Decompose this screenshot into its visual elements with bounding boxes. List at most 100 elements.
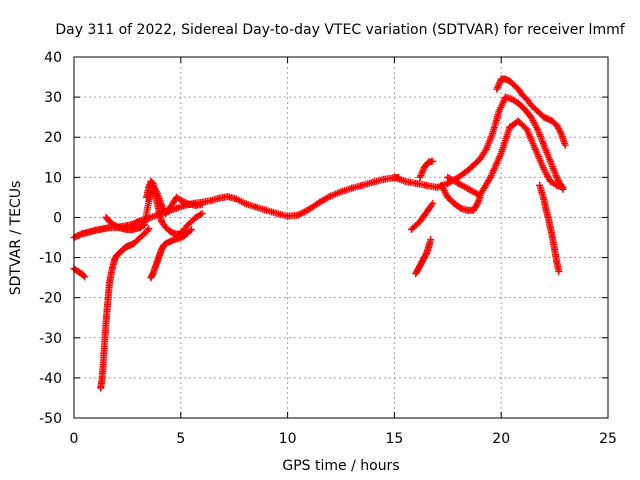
data-point <box>207 197 215 205</box>
x-tick-label: 5 <box>176 431 185 447</box>
data-point <box>553 181 561 189</box>
y-tick-label: 40 <box>44 50 62 66</box>
data-point <box>147 274 155 282</box>
data-point <box>179 233 187 241</box>
data-point <box>179 197 187 205</box>
data-point <box>429 199 437 207</box>
data-point <box>96 225 104 233</box>
series-peak-upper <box>493 75 569 149</box>
data-point <box>416 217 424 225</box>
data-point <box>444 179 452 187</box>
data-point <box>425 244 433 252</box>
data-point <box>145 225 153 233</box>
data-point <box>390 173 398 181</box>
data-point <box>134 236 142 244</box>
data-point <box>348 184 356 192</box>
data-point <box>106 218 114 226</box>
data-point <box>427 236 435 244</box>
series-recovery <box>147 225 195 282</box>
data-point <box>232 195 240 203</box>
data-point <box>412 179 420 187</box>
data-point <box>508 95 516 103</box>
data-point <box>474 199 482 207</box>
data-point <box>497 149 505 157</box>
data-point <box>192 213 200 221</box>
data-point <box>100 225 108 233</box>
data-point <box>544 115 552 123</box>
data-point <box>546 177 554 185</box>
data-point <box>540 141 548 149</box>
data-point <box>273 209 281 217</box>
data-point <box>495 107 503 115</box>
plot-frame <box>73 56 609 419</box>
data-point <box>183 221 191 229</box>
data-point <box>136 223 144 231</box>
y-tick-label: -10 <box>39 251 62 267</box>
data-point <box>527 113 535 121</box>
series-dusk-ramp <box>407 199 437 233</box>
data-point <box>523 95 531 103</box>
data-point <box>506 77 514 85</box>
y-tick-label: 20 <box>44 130 62 146</box>
data-point <box>74 268 82 276</box>
data-point <box>187 217 195 225</box>
data-point <box>553 258 561 266</box>
series-evening-hump <box>437 181 484 214</box>
data-point <box>173 204 181 212</box>
data-point <box>407 225 415 233</box>
data-point <box>422 181 430 189</box>
data-point <box>457 204 465 212</box>
data-point <box>294 211 302 219</box>
y-tick-label: -40 <box>39 371 62 387</box>
data-point <box>425 205 433 213</box>
data-point <box>128 225 136 233</box>
data-point <box>170 236 178 244</box>
data-point <box>416 173 424 181</box>
data-point <box>414 266 422 274</box>
data-point <box>130 240 138 248</box>
data-point <box>420 211 428 219</box>
x-tick-label: 20 <box>492 431 510 447</box>
data-point <box>162 240 170 248</box>
data-point <box>425 158 433 166</box>
data-point <box>149 270 157 278</box>
data-point <box>536 181 544 189</box>
data-point <box>559 183 567 191</box>
data-point <box>134 217 142 225</box>
y-tick-label: -20 <box>39 291 62 307</box>
data-point <box>185 200 193 208</box>
data-point <box>83 229 91 237</box>
data-point <box>162 223 170 231</box>
data-point <box>111 221 119 229</box>
data-point <box>130 220 138 228</box>
data-point <box>401 177 409 185</box>
data-point <box>487 173 495 181</box>
data-point <box>102 213 110 221</box>
data-point <box>544 213 552 221</box>
data-point <box>469 206 477 214</box>
data-point <box>540 165 548 173</box>
data-point <box>81 273 89 281</box>
data-point <box>501 93 509 101</box>
data-point <box>100 350 108 358</box>
data-point <box>158 217 166 225</box>
x-tick-label: 25 <box>599 431 617 447</box>
data-point <box>101 334 109 342</box>
x-tick-label: 10 <box>279 431 297 447</box>
data-point <box>454 173 462 181</box>
x-tick-label: 0 <box>70 431 79 447</box>
data-point <box>155 209 163 217</box>
data-point <box>444 193 452 201</box>
data-point <box>170 229 178 237</box>
data-point <box>74 231 82 239</box>
data-point <box>420 163 428 171</box>
data-point <box>105 282 113 290</box>
data-point <box>115 223 123 231</box>
data-point <box>546 157 554 165</box>
data-point <box>262 206 270 214</box>
series-mid-spike <box>143 177 206 238</box>
data-point <box>540 195 548 203</box>
data-series <box>70 75 569 392</box>
data-point <box>151 264 159 272</box>
data-point <box>102 318 110 326</box>
